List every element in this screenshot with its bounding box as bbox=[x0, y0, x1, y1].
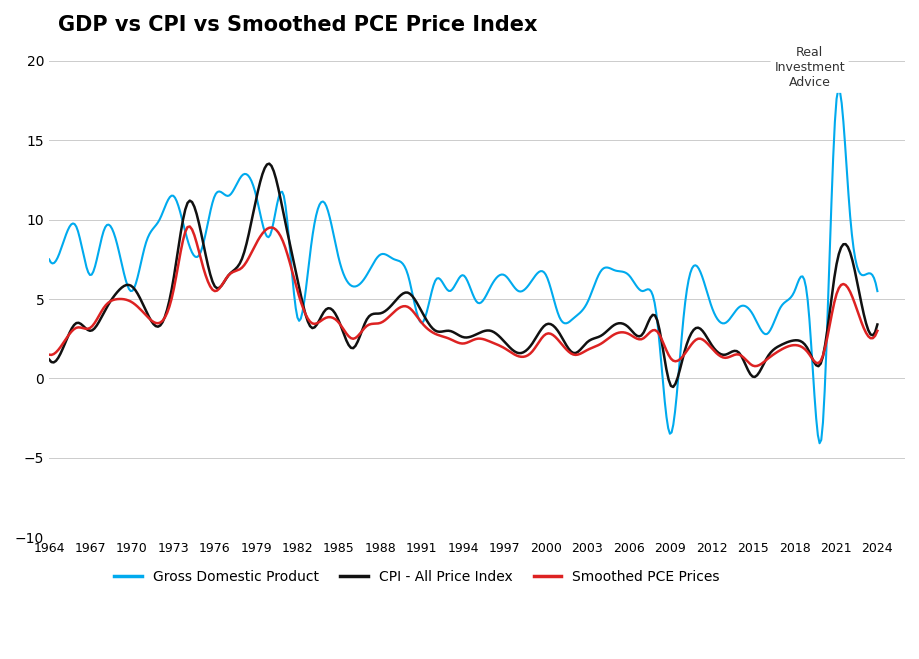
Text: GDP vs CPI vs Smoothed PCE Price Index: GDP vs CPI vs Smoothed PCE Price Index bbox=[58, 15, 537, 35]
Legend: Gross Domestic Product, CPI - All Price Index, Smoothed PCE Prices: Gross Domestic Product, CPI - All Price … bbox=[108, 564, 725, 590]
Text: Real
Investment
Advice: Real Investment Advice bbox=[774, 46, 844, 89]
